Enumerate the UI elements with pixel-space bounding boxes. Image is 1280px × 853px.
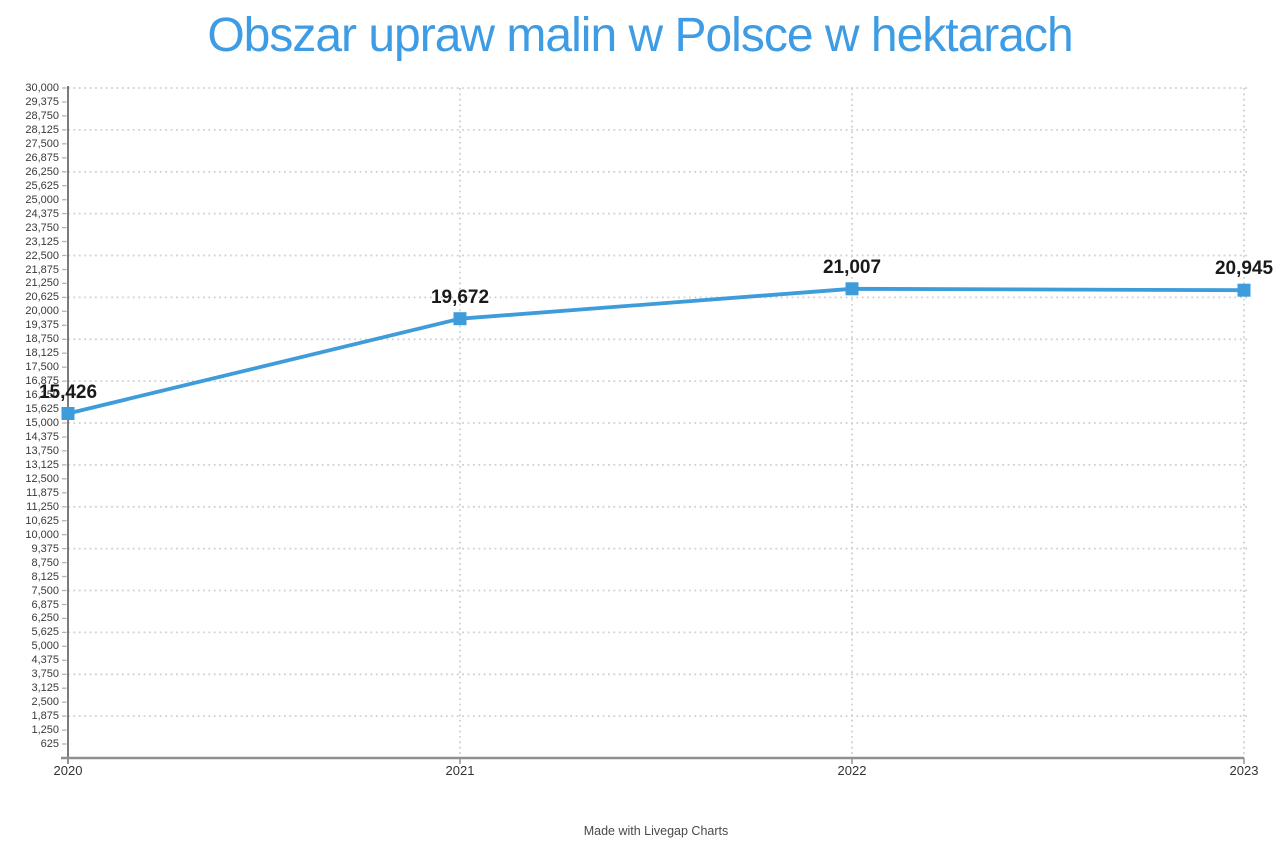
data-point-marker [845,282,859,296]
y-axis-tick-label: 28,125 [25,123,59,136]
y-axis-tick-label: 23,750 [25,221,59,234]
y-axis-tick-label: 24,375 [25,207,59,220]
y-axis-tick-label: 23,125 [25,235,59,248]
y-axis-tick-label: 12,500 [25,472,59,485]
data-line [66,286,1246,416]
y-axis-tick-label: 6,250 [31,612,59,625]
attribution-text: Made with Livegap Charts [583,824,729,838]
y-axis-tick-label: 20,000 [25,305,59,318]
y-axis-tick-label: 5,000 [31,640,59,653]
y-axis-tick-label: 11,250 [26,500,59,513]
data-point-label: 20,945 [1214,258,1274,280]
y-axis-tick-label: 10,000 [25,528,59,541]
y-axis-tick-label: 20,625 [25,291,59,304]
y-axis-tick-label: 16,250 [25,389,59,402]
x-axis-tick-label: 2020 [53,763,83,778]
y-axis-tick-label: 3,750 [31,668,59,681]
y-axis-tick-label: 16,875 [25,375,59,388]
y-axis-tick-label: 18,125 [25,347,59,360]
y-axis-tick-label: 26,875 [25,151,59,164]
data-point-marker [61,407,75,420]
y-axis-tick-label: 13,750 [25,444,59,457]
y-axis-tick-label: 625 [40,738,59,750]
y-axis-tick-label: 7,500 [31,584,59,597]
data-point-label: 19,672 [430,286,490,308]
y-axis-tick-label: 15,625 [25,403,59,415]
y-axis-tick-label: 4,375 [31,654,59,667]
y-axis-tick-label: 6,875 [31,598,59,611]
y-axis-tick-label: 3,125 [31,682,59,695]
y-axis-tick-label: 5,625 [31,626,59,639]
y-axis-tick-label: 25,000 [25,193,59,206]
y-axis-tick-label: 8,125 [31,570,59,583]
data-point-label: 21,007 [822,256,882,278]
chart-title: Obszar upraw malin w Polsce w hektarach [207,9,1073,62]
y-axis-tick-label: 25,625 [25,179,59,192]
y-axis-tick-label: 14,375 [25,431,59,443]
y-axis-tick-label: 10,625 [25,514,59,527]
x-axis-tick-label: 2022 [837,763,867,778]
y-axis-tick-label: 1,250 [31,724,59,737]
y-axis-tick-label: 19,375 [25,319,59,332]
y-axis-tick-label: 17,500 [25,361,59,374]
data-point-marker [1237,283,1251,297]
y-axis-tick-label: 26,250 [25,165,59,178]
y-axis-tick-label: 11,875 [26,486,59,499]
x-axis-tick-label: 2021 [445,763,475,778]
y-axis-tick-label: 30,000 [25,82,59,94]
y-axis-tick-label: 18,750 [25,333,59,346]
y-axis-tick-label: 2,500 [31,696,59,709]
y-axis-tick-label: 29,375 [25,96,59,108]
y-axis-tick-label: 22,500 [25,249,59,262]
y-axis-tick-label: 1,875 [31,710,59,723]
y-axis-tick-label: 27,500 [25,137,59,150]
y-axis-tick-label: 9,375 [31,542,59,555]
x-axis-tick-label: 2023 [1229,763,1259,778]
data-point-marker [453,312,467,326]
y-axis-tick-label: 21,875 [25,263,59,276]
y-axis-tick-label: 13,125 [25,458,59,471]
y-axis-tick-label: 28,750 [25,109,59,122]
y-axis-tick-label: 15,000 [25,417,59,429]
y-axis-tick-label: 8,750 [31,556,59,569]
y-axis-tick-label: 21,250 [25,277,59,290]
data-point-label: 15,426 [38,381,98,403]
